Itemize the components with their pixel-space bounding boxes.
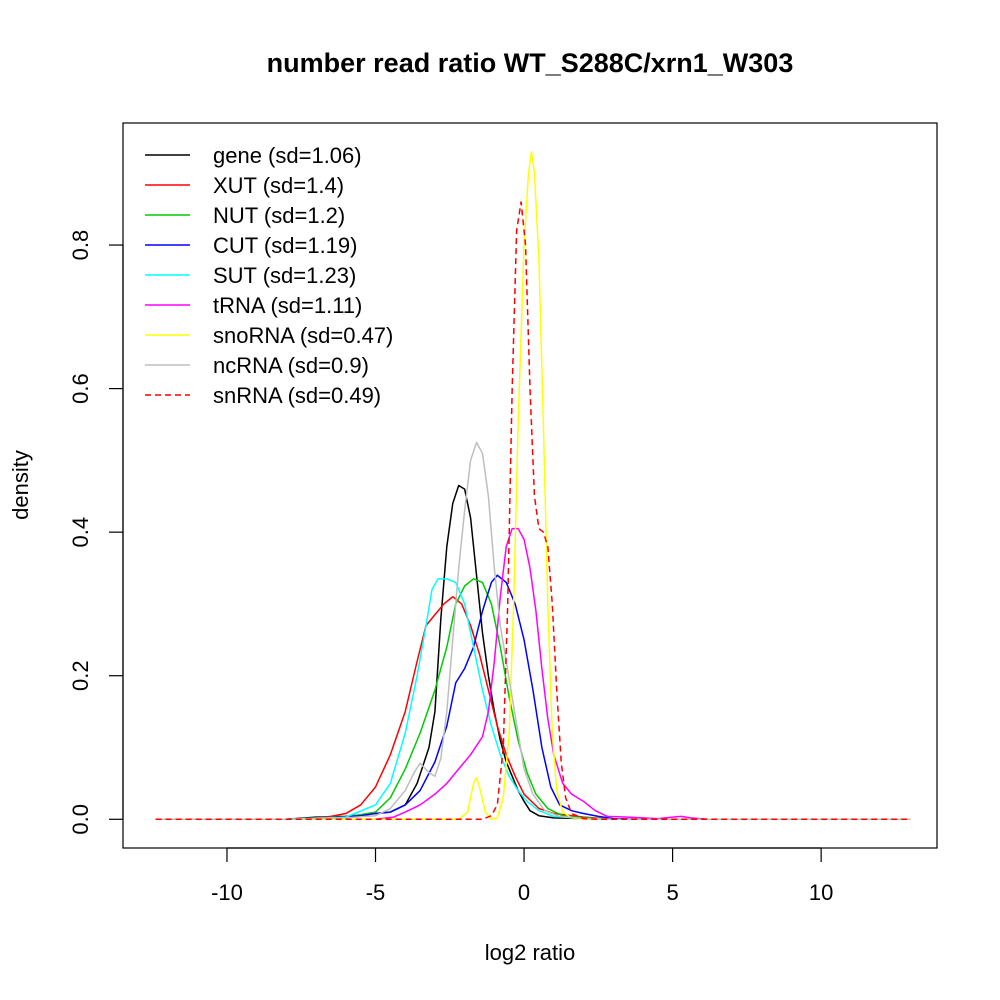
chart-title: number read ratio WT_S288C/xrn1_W303: [267, 48, 794, 78]
legend: gene (sd=1.06) XUT (sd=1.4) NUT (sd=1.2) CU…: [145, 143, 393, 408]
series-line-trna: [155, 527, 911, 821]
legend-label: SUT (sd=1.23): [213, 263, 356, 288]
y-tick-label: 0.6: [68, 373, 93, 404]
series-layer: [155, 150, 911, 821]
plot-frame: [122, 122, 938, 849]
x-axis-label: log2 ratio: [485, 940, 576, 965]
y-axis: 0.0 0.2 0.4 0.6 0.8: [68, 230, 124, 835]
legend-label: XUT (sd=1.4): [213, 173, 344, 198]
legend-label: snRNA (sd=0.49): [213, 383, 381, 408]
x-tick-label: -5: [366, 880, 386, 905]
legend-label: ncRNA (sd=0.9): [213, 353, 369, 378]
series-line-gene: [155, 484, 911, 821]
y-tick-label: 0.4: [68, 517, 93, 548]
y-tick-label: 0.0: [68, 804, 93, 835]
legend-label: snoRNA (sd=0.47): [213, 323, 393, 348]
series-line-nut: [155, 578, 911, 821]
series-line-cut: [155, 574, 911, 821]
series-line-snorna: [155, 150, 911, 821]
series-line-xut: [155, 596, 911, 821]
x-tick-label: 5: [666, 880, 678, 905]
series-line-ncrna: [155, 441, 911, 821]
legend-label: gene (sd=1.06): [213, 143, 362, 168]
legend-label: tRNA (sd=1.11): [213, 293, 362, 318]
y-tick-label: 0.8: [68, 230, 93, 261]
x-tick-label: 10: [809, 880, 833, 905]
legend-label: NUT (sd=1.2): [213, 203, 345, 228]
x-tick-label: 0: [518, 880, 530, 905]
series-line-sut: [155, 578, 911, 821]
x-tick-label: -10: [211, 880, 243, 905]
y-tick-label: 0.2: [68, 660, 93, 691]
x-axis: -10 -5 0 5 10: [211, 847, 833, 905]
y-axis-label: density: [8, 450, 33, 520]
legend-label: CUT (sd=1.19): [213, 233, 357, 258]
